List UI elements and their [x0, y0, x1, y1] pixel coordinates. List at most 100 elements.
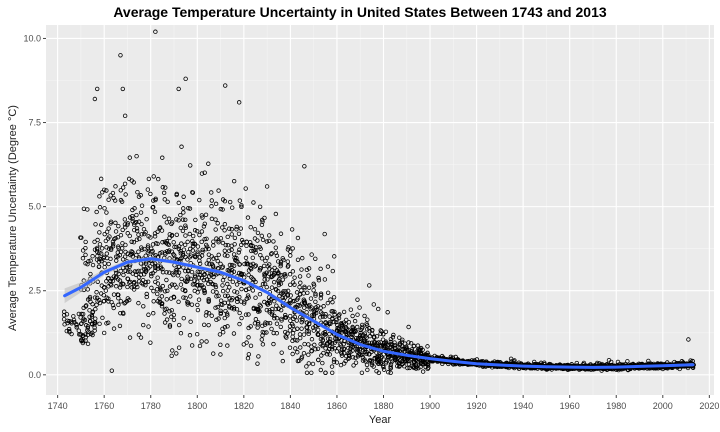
- minor-grid: [46, 25, 714, 395]
- data-point: [208, 279, 213, 285]
- y-tick-label: 0.0: [28, 370, 41, 380]
- data-point: [99, 258, 104, 264]
- data-point: [227, 199, 233, 205]
- data-point: [315, 331, 321, 337]
- data-point: [142, 246, 147, 252]
- data-point: [157, 225, 163, 230]
- data-point: [138, 193, 143, 198]
- data-point: [159, 304, 165, 309]
- data-point: [322, 277, 328, 282]
- data-point: [355, 297, 360, 302]
- data-point: [170, 348, 175, 353]
- data-point: [255, 238, 260, 243]
- data-point: [376, 340, 381, 345]
- data-point: [257, 292, 263, 297]
- data-point: [253, 250, 258, 255]
- data-point: [325, 290, 331, 295]
- data-point: [113, 235, 118, 241]
- data-point: [231, 252, 237, 257]
- data-point: [306, 266, 312, 271]
- data-point: [160, 185, 165, 190]
- data-point: [332, 345, 337, 351]
- data-point: [211, 239, 216, 244]
- data-point: [283, 315, 289, 320]
- data-point: [108, 219, 114, 224]
- data-point: [89, 312, 95, 318]
- data-point: [120, 257, 126, 262]
- data-point: [302, 164, 307, 169]
- data-point: [143, 268, 149, 274]
- data-point: [229, 232, 234, 237]
- data-point: [187, 254, 193, 260]
- data-point: [355, 312, 360, 317]
- data-point: [78, 235, 83, 240]
- data-point: [327, 352, 332, 357]
- data-point: [122, 254, 128, 259]
- data-point: [264, 330, 269, 335]
- data-point: [113, 229, 119, 234]
- data-point: [143, 282, 148, 288]
- data-point: [313, 293, 318, 298]
- data-point: [169, 308, 174, 313]
- data-point: [609, 359, 614, 365]
- data-point: [159, 301, 165, 306]
- data-point: [116, 244, 121, 249]
- data-point: [346, 356, 351, 362]
- data-point: [218, 308, 223, 314]
- data-point: [339, 320, 344, 326]
- data-point: [167, 270, 172, 275]
- data-point: [97, 300, 103, 306]
- data-point: [350, 355, 356, 360]
- data-point: [305, 290, 310, 295]
- data-point: [250, 255, 255, 261]
- data-point: [329, 346, 335, 352]
- data-point: [175, 273, 181, 278]
- y-tick-label: 7.5: [28, 118, 41, 128]
- data-point: [136, 219, 142, 224]
- data-point: [106, 320, 111, 325]
- data-point: [404, 344, 409, 349]
- data-point: [257, 266, 263, 271]
- data-point: [202, 170, 207, 175]
- data-point: [295, 326, 300, 331]
- data-point: [216, 188, 221, 193]
- data-point: [186, 250, 191, 255]
- data-point: [185, 278, 190, 284]
- data-point: [152, 234, 158, 239]
- data-point: [531, 359, 537, 365]
- x-tick-label: 1880: [373, 401, 393, 411]
- data-point: [420, 347, 425, 352]
- data-point: [276, 272, 281, 277]
- data-point: [322, 231, 327, 237]
- data-point: [364, 340, 370, 345]
- data-point: [206, 161, 211, 166]
- data-point: [299, 267, 304, 272]
- data-point: [231, 263, 237, 268]
- data-point: [180, 217, 186, 222]
- data-point: [236, 231, 242, 236]
- data-point: [139, 203, 145, 208]
- data-point: [178, 331, 184, 336]
- data-point: [336, 313, 341, 318]
- data-point: [190, 282, 196, 287]
- data-point: [110, 190, 116, 196]
- data-point: [287, 272, 293, 277]
- data-point: [255, 325, 260, 330]
- data-point: [171, 240, 176, 245]
- data-point: [302, 284, 307, 289]
- data-point: [308, 296, 314, 301]
- data-point: [299, 354, 305, 360]
- data-point: [118, 268, 123, 274]
- data-point: [309, 252, 314, 257]
- data-point: [139, 221, 144, 227]
- data-point: [116, 271, 121, 277]
- data-point: [286, 245, 291, 250]
- data-point: [151, 311, 156, 316]
- data-point: [294, 318, 299, 323]
- data-point: [359, 370, 365, 375]
- data-point: [374, 334, 380, 339]
- data-point: [144, 294, 149, 300]
- x-tick-label: 1740: [48, 401, 68, 411]
- data-point: [120, 227, 125, 233]
- data-point: [290, 323, 296, 328]
